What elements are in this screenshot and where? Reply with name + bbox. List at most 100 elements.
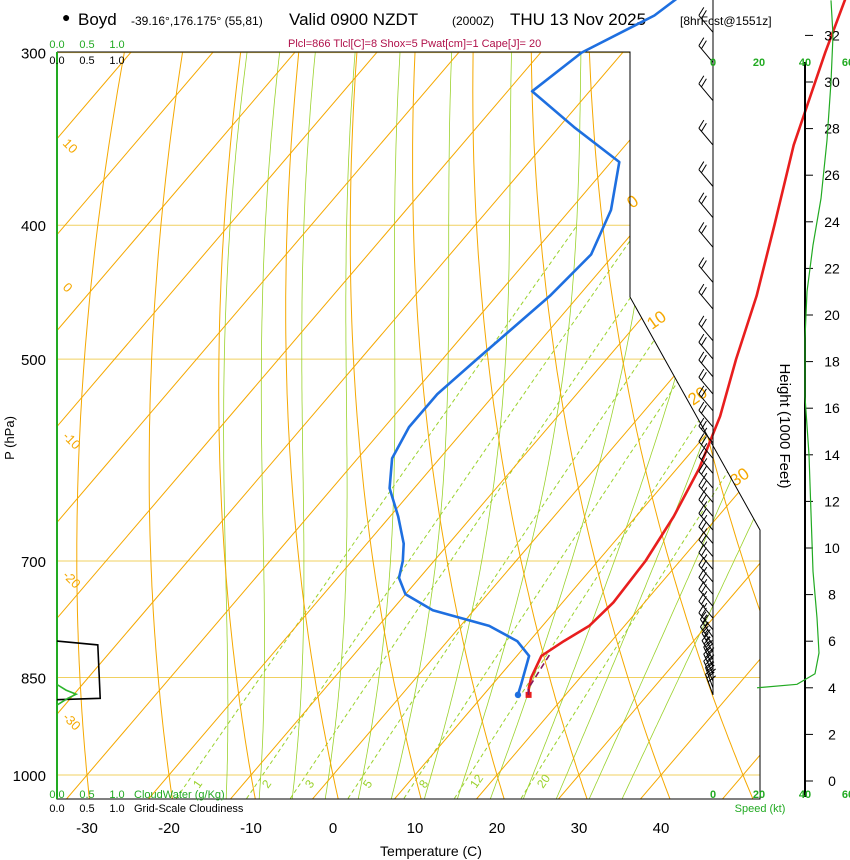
dewpoint-line [388,0,678,696]
wind-barb [698,505,714,531]
isotherm-line [57,52,738,799]
height-tick-label: 6 [828,633,836,649]
wind-barb-flag [698,462,705,472]
height-tick-label: 2 [828,726,836,742]
wind-barb [698,119,714,146]
wind-barb-staff [698,83,714,101]
isotherm-line [57,52,328,799]
wind-barb-flag [701,78,707,88]
moist-adiabats [223,52,760,799]
temperature-tick-label: 0 [329,820,337,837]
wind-barb-half [703,578,708,584]
wind-barb-half [703,541,708,547]
moist-adiabat-line [389,52,461,799]
mixing-ratio-label: 2 [259,777,274,791]
cloud-water-top-tick: 0.5 [79,39,94,51]
dry-adiabat-line [641,52,760,799]
wind-barb-flag [698,368,705,378]
mixing-ratio-line [516,224,760,799]
isotherms [57,52,760,799]
pressure-tick-label: 700 [21,554,46,571]
wind-barb-flag [698,477,705,486]
height-tick-label: 32 [824,27,840,43]
wind-barb [703,647,715,675]
wind-barb-flag [706,647,715,655]
cloud-water-bottom-tick: 0.5 [79,789,94,801]
wind-barb-staff [698,15,714,33]
pressure-tick-label: 400 [21,218,46,235]
temperature-tick-label: -30 [76,820,98,837]
cloud-water-top-tick: 1.0 [109,39,124,51]
wind-barb-flag [698,315,705,325]
wind-barb [698,433,714,459]
isobar-lines [57,52,760,776]
height-tick-label: 28 [824,121,840,137]
wind-barb-flag [703,647,711,655]
wind-barb-flag [701,633,709,641]
wind-barb-flag [706,654,715,662]
isotherm-line [307,52,760,799]
height-tick-label: 14 [824,447,840,463]
cloud-water-axis-label: CloudWater (g/Kg) [134,789,225,801]
valid-time: Valid 0900 NZDT [289,10,419,29]
dry-adiabat-line [349,52,424,799]
wind-barb-flag [698,351,705,361]
wind-barb-flag [699,611,707,620]
isotherm-line [57,52,492,799]
mixing-ratio-line [285,224,681,799]
wind-barb-flag [705,650,713,658]
wind-barb-flag [702,614,709,623]
moist-adiabat-line [324,52,370,799]
moist-adiabat-line [258,52,299,799]
mixing-ratio-line [450,224,760,799]
wind-barb-flag [698,75,705,85]
wind-barb-flag [698,531,705,541]
wind-barb-flag [701,547,707,556]
isotherm-line [57,52,410,799]
isotherm-label: 10 [60,136,81,157]
isotherm-line [389,52,760,799]
site-marker: ● [62,9,71,25]
height-tick-label: 16 [824,400,840,416]
wind-barb-half [703,487,708,493]
wind-barb-staff [698,230,714,248]
wind-barb [698,401,714,428]
moist-adiabat-line [619,52,760,799]
temperature-tick-label: 20 [489,820,506,837]
speed-bottom-tick: 20 [753,789,765,801]
wind-barb-flag [698,417,705,427]
cloudiness-bottom-tick: 0.5 [79,803,94,815]
dry-adiabat-line [76,52,152,799]
dry-adiabat-line [218,52,262,799]
wind-barb [703,654,715,682]
wind-barb [699,611,714,638]
dry-adiabat-line [412,52,507,799]
temperature-axis-label: Temperature (C) [380,843,482,859]
isotherm-label: -30 [60,710,84,734]
temperature-line [527,0,847,695]
pressure-tick-label: 500 [21,352,46,369]
speed-bottom-tick: 0 [710,789,716,801]
wind-barb-flag [703,629,711,638]
wind-barb-flag [698,222,705,231]
height-axis-label: Height (1000 Feet) [776,363,793,488]
wind-barb-half [703,472,708,478]
height-tick-label: 4 [828,680,836,696]
wind-barb-flag [701,318,707,328]
wind-barb [698,283,714,310]
wind-barb-half [703,591,708,596]
wind-barb [698,222,714,248]
speed-bottom-tick: 60 [842,789,850,801]
wind-barb-staff [698,291,714,310]
isotherm-line [57,52,574,799]
wind-barb-flag [701,534,707,544]
moist-adiabat-line [356,52,412,799]
height-tick-label: 12 [824,493,840,509]
dry-adiabats [76,52,760,799]
wind-barb-flag [705,657,713,666]
mixing-ratio-line [242,224,642,799]
pressure-tick-label: 300 [21,46,46,63]
wind-speed-line [756,0,834,689]
wind-barb-flag [701,260,707,269]
